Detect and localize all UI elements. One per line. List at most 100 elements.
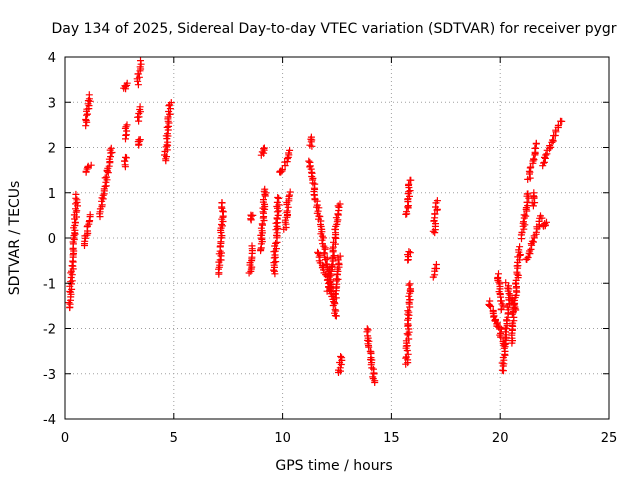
y-tick-label: 3 bbox=[48, 96, 56, 111]
data-point bbox=[487, 302, 495, 310]
data-point bbox=[85, 91, 93, 99]
data-point bbox=[321, 256, 329, 264]
y-tick-label: 4 bbox=[48, 51, 56, 66]
data-point bbox=[272, 239, 280, 247]
data-point bbox=[540, 159, 547, 167]
data-point bbox=[525, 167, 533, 175]
x-tick-label: 10 bbox=[274, 431, 291, 446]
data-point bbox=[521, 221, 529, 229]
data-point bbox=[332, 275, 340, 283]
data-point bbox=[522, 212, 530, 220]
data-point bbox=[371, 379, 379, 386]
data-point bbox=[68, 277, 76, 285]
data-point bbox=[257, 224, 265, 232]
data-point bbox=[103, 173, 110, 181]
chart-title: Day 134 of 2025, Sidereal Day-to-day VTE… bbox=[51, 21, 616, 37]
data-point bbox=[549, 136, 557, 144]
data-point bbox=[513, 268, 521, 276]
data-point bbox=[405, 180, 413, 188]
data-point bbox=[405, 281, 413, 289]
data-point bbox=[326, 287, 334, 294]
data-point bbox=[520, 218, 527, 226]
data-point bbox=[336, 252, 344, 260]
data-point bbox=[497, 297, 505, 305]
data-point bbox=[278, 167, 286, 175]
data-point bbox=[165, 119, 173, 127]
data-point bbox=[259, 204, 267, 212]
data-point bbox=[286, 188, 294, 196]
data-point bbox=[314, 250, 322, 257]
data-point bbox=[526, 174, 534, 182]
data-point bbox=[530, 238, 537, 246]
data-point bbox=[404, 316, 412, 324]
data-point bbox=[554, 121, 562, 129]
data-point bbox=[164, 138, 172, 146]
data-point bbox=[105, 162, 113, 170]
data-point bbox=[330, 238, 337, 246]
data-point bbox=[245, 269, 253, 277]
data-point bbox=[260, 144, 268, 152]
data-point bbox=[330, 252, 338, 260]
data-point bbox=[67, 269, 75, 277]
data-point bbox=[368, 364, 376, 372]
data-point bbox=[218, 199, 226, 207]
data-point bbox=[99, 191, 107, 199]
data-point bbox=[405, 308, 413, 316]
data-point bbox=[431, 210, 439, 218]
data-point bbox=[495, 278, 503, 286]
data-point bbox=[107, 144, 115, 152]
data-point bbox=[136, 103, 144, 111]
data-point bbox=[406, 176, 414, 184]
data-point bbox=[122, 123, 130, 131]
data-point bbox=[524, 254, 532, 261]
data-point bbox=[73, 196, 81, 204]
data-point bbox=[336, 200, 344, 208]
data-point bbox=[320, 242, 328, 250]
data-point bbox=[283, 207, 291, 215]
data-point bbox=[406, 280, 414, 288]
data-point bbox=[262, 189, 270, 197]
data-point bbox=[320, 269, 328, 277]
data-point bbox=[335, 203, 343, 211]
data-point bbox=[520, 211, 528, 219]
data-point bbox=[404, 350, 412, 358]
data-point bbox=[121, 157, 129, 165]
data-point bbox=[432, 261, 440, 268]
data-point bbox=[72, 190, 80, 198]
data-point bbox=[286, 191, 293, 199]
data-point bbox=[306, 141, 314, 149]
data-point bbox=[123, 79, 131, 87]
data-point bbox=[501, 335, 509, 343]
data-point bbox=[137, 57, 144, 65]
data-point bbox=[405, 292, 413, 300]
data-point bbox=[337, 353, 345, 360]
data-point bbox=[558, 117, 566, 125]
data-point bbox=[272, 219, 280, 227]
x-tick-label: 20 bbox=[492, 431, 509, 446]
y-tick-label: -3 bbox=[43, 368, 56, 383]
data-point bbox=[122, 153, 129, 161]
data-point bbox=[167, 99, 175, 107]
y-axis-ticks: -4 -3 -2 -1 0 1 2 3 4 bbox=[43, 51, 609, 428]
data-point bbox=[134, 81, 142, 89]
data-point bbox=[163, 123, 171, 131]
data-point bbox=[305, 157, 313, 165]
data-point bbox=[135, 136, 143, 144]
data-point bbox=[486, 301, 493, 309]
data-point bbox=[135, 110, 143, 117]
y-tick-label: -2 bbox=[43, 323, 56, 338]
data-point bbox=[336, 364, 344, 372]
data-point bbox=[526, 247, 534, 255]
data-point bbox=[493, 322, 501, 330]
y-tick-label: 2 bbox=[48, 142, 56, 157]
data-point bbox=[515, 246, 523, 254]
data-point bbox=[500, 344, 508, 352]
data-point bbox=[328, 262, 336, 270]
data-point bbox=[122, 83, 129, 91]
data-point bbox=[495, 270, 502, 278]
data-point bbox=[532, 144, 540, 152]
data-point bbox=[247, 211, 255, 219]
data-point bbox=[86, 211, 94, 219]
data-point bbox=[283, 155, 291, 163]
